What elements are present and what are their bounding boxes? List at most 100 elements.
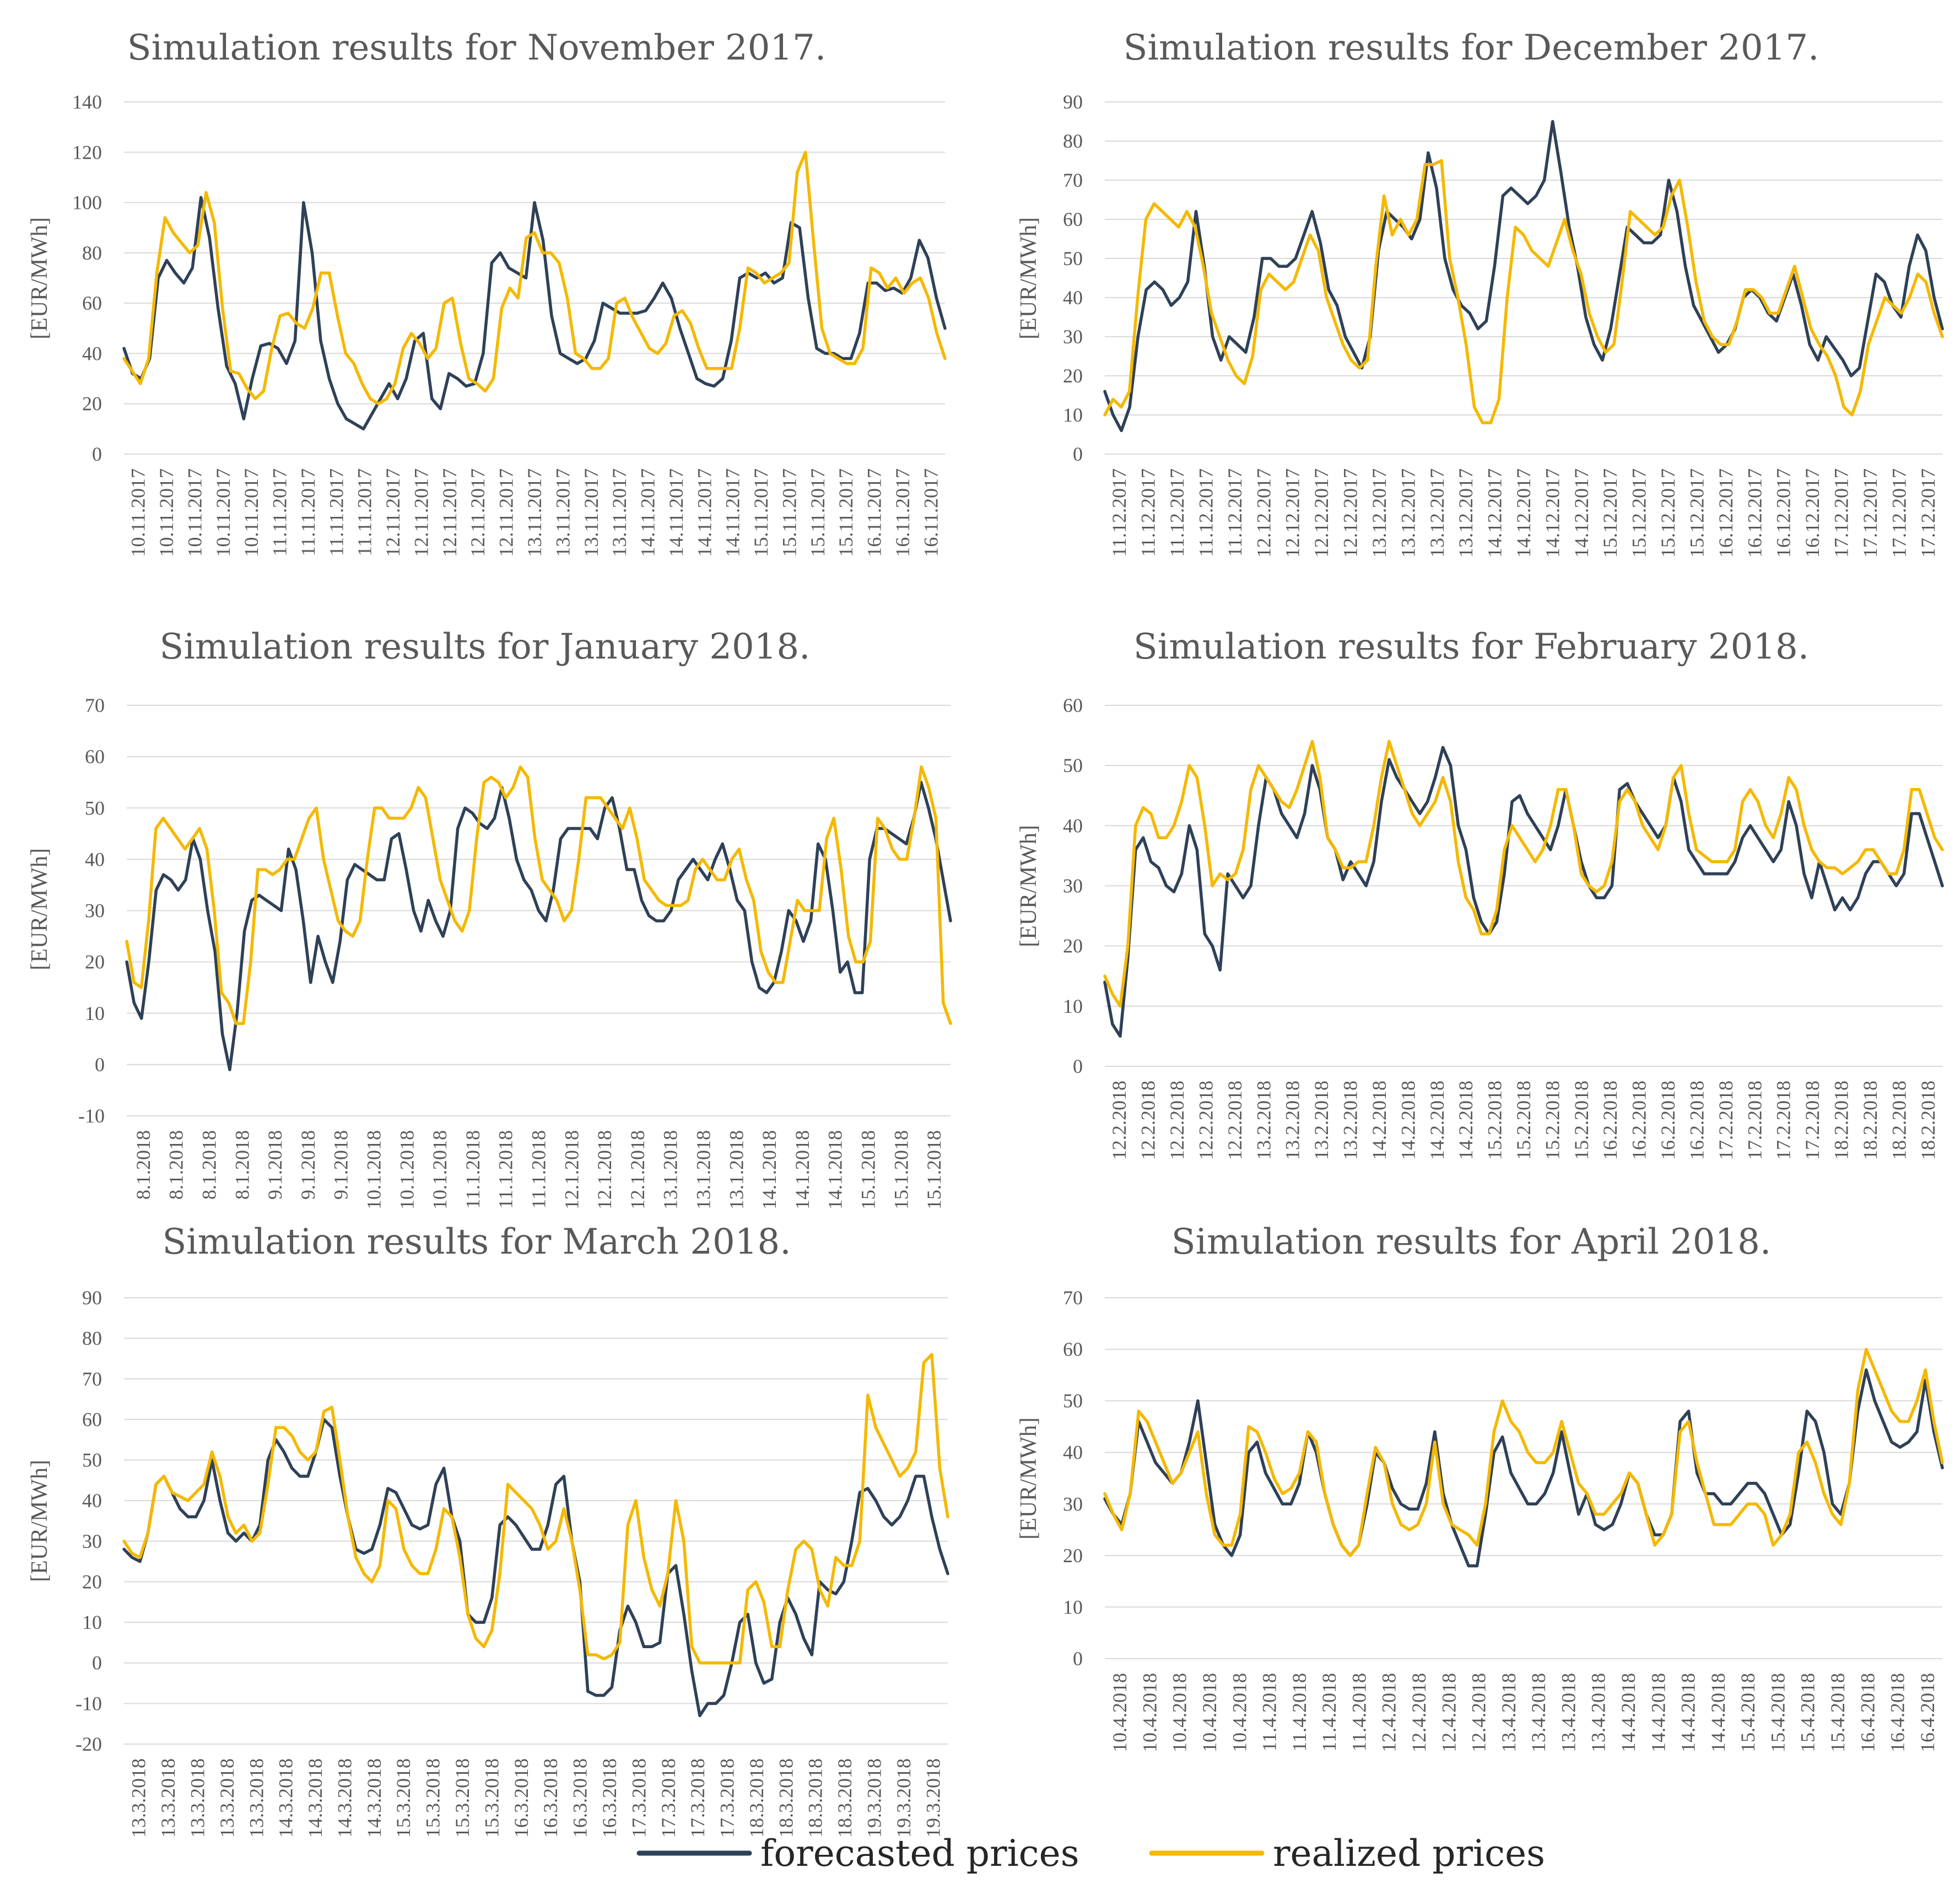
y-tick-label: 60 bbox=[85, 746, 105, 768]
x-tick-label: 13.12.2017 bbox=[1368, 468, 1390, 558]
x-tick-label: 16.4.2018 bbox=[1856, 1673, 1878, 1752]
x-tick-label: 8.1.2018 bbox=[231, 1130, 253, 1200]
x-tick-label: 18.2.2018 bbox=[1917, 1081, 1939, 1160]
y-tick-label: 20 bbox=[1063, 1545, 1083, 1567]
x-tick-label: 13.3.2018 bbox=[245, 1758, 267, 1838]
x-tick-label: 13.2.2018 bbox=[1340, 1081, 1362, 1160]
x-tick-label: 14.1.2018 bbox=[758, 1130, 780, 1210]
x-tick-label: 15.1.2018 bbox=[923, 1130, 945, 1210]
x-tick-label: 12.12.2017 bbox=[1252, 468, 1275, 558]
y-tick-label: 30 bbox=[1063, 326, 1083, 348]
x-tick-label: 14.3.2018 bbox=[304, 1758, 326, 1838]
x-tick-label: 11.11.2017 bbox=[325, 468, 347, 556]
x-tick-label: 12.2.2018 bbox=[1137, 1081, 1159, 1160]
chart-panel-2: Simulation results for December 2017. [EU… bbox=[1016, 28, 1944, 558]
series-realized-line bbox=[1103, 1347, 1944, 1557]
y-tick-label: 20 bbox=[85, 951, 105, 973]
x-tick-label: 14.2.2018 bbox=[1397, 1081, 1419, 1160]
x-tick-label: 15.2.2018 bbox=[1513, 1081, 1535, 1160]
x-tick-label: 11.11.2017 bbox=[269, 468, 291, 556]
x-tick-label: 12.12.2017 bbox=[1310, 468, 1332, 558]
x-tick-label: 15.11.2017 bbox=[807, 468, 829, 557]
x-tick-label: 9.1.2018 bbox=[297, 1130, 319, 1200]
y-axis-title: [EUR/MWh] bbox=[27, 848, 52, 970]
x-tick-label: 16.12.2017 bbox=[1773, 468, 1795, 558]
x-tick-label: 14.12.2017 bbox=[1513, 468, 1535, 558]
x-tick-label: 15.3.2018 bbox=[422, 1758, 444, 1838]
y-tick-label: 20 bbox=[1063, 365, 1083, 387]
x-tick-label: 16.4.2018 bbox=[1916, 1673, 1939, 1752]
x-tick-label: 12.11.2017 bbox=[467, 468, 489, 557]
chart-title: Simulation results for January 2018. bbox=[160, 627, 811, 667]
x-tick-label: 11.12.2017 bbox=[1108, 468, 1130, 557]
y-tick-label: 20 bbox=[1063, 935, 1083, 957]
y-tick-label: 30 bbox=[1063, 1493, 1083, 1515]
y-axis-title: [EUR/MWh] bbox=[1016, 1417, 1041, 1540]
x-tick-label: 19.3.2018 bbox=[893, 1758, 915, 1838]
x-tick-label: 15.2.2018 bbox=[1541, 1081, 1563, 1160]
series-forecasted-line bbox=[122, 1418, 949, 1718]
x-tick-label: 16.4.2018 bbox=[1887, 1673, 1909, 1752]
y-tick-label: 30 bbox=[82, 1530, 102, 1552]
x-tick-label: 12.4.2018 bbox=[1408, 1673, 1430, 1752]
x-tick-label: 8.1.2018 bbox=[198, 1130, 220, 1200]
x-tick-label: 17.2.2018 bbox=[1773, 1081, 1795, 1160]
x-tick-label: 18.2.2018 bbox=[1831, 1081, 1853, 1160]
y-tick-label: 10 bbox=[85, 1002, 105, 1024]
x-tick-label: 15.2.2018 bbox=[1484, 1081, 1506, 1160]
y-tick-label: 0 bbox=[95, 1054, 105, 1076]
x-tick-label: 17.3.2018 bbox=[657, 1758, 679, 1838]
x-tick-label: 14.12.2017 bbox=[1484, 468, 1506, 558]
x-tick-label: 12.12.2017 bbox=[1282, 468, 1304, 558]
x-tick-label: 12.1.2018 bbox=[593, 1130, 615, 1210]
x-tick-label: 11.11.2017 bbox=[354, 468, 376, 556]
x-tick-label: 14.12.2017 bbox=[1541, 468, 1563, 558]
x-tick-label: 11.4.2018 bbox=[1318, 1673, 1340, 1752]
x-tick-label: 16.11.2017 bbox=[920, 468, 942, 557]
x-tick-label: 17.12.2017 bbox=[1917, 468, 1939, 558]
x-tick-label: 10.11.2017 bbox=[155, 468, 177, 557]
x-tick-label: 10.11.2017 bbox=[240, 468, 262, 557]
x-tick-label: 10.4.2018 bbox=[1169, 1673, 1191, 1752]
y-tick-label: 80 bbox=[1063, 130, 1083, 152]
y-tick-label: 10 bbox=[1063, 1596, 1083, 1618]
series-forecasted-line bbox=[1103, 746, 1944, 1038]
y-tick-label: 70 bbox=[1063, 1287, 1083, 1309]
x-tick-label: 12.12.2017 bbox=[1340, 468, 1362, 558]
y-tick-label: 40 bbox=[1063, 1442, 1083, 1464]
y-tick-label: 100 bbox=[72, 192, 102, 214]
y-tick-label: 0 bbox=[1073, 1055, 1083, 1077]
x-tick-label: 14.1.2018 bbox=[824, 1130, 846, 1210]
x-tick-label: 10.11.2017 bbox=[127, 468, 149, 557]
chart-title: Simulation results for February 2018. bbox=[1133, 627, 1809, 667]
x-tick-label: 15.12.2017 bbox=[1599, 468, 1621, 558]
x-tick-label: 13.1.2018 bbox=[693, 1130, 715, 1210]
x-tick-label: 16.11.2017 bbox=[892, 468, 914, 557]
x-tick-label: 11.4.2018 bbox=[1348, 1673, 1370, 1752]
x-tick-label: 10.4.2018 bbox=[1228, 1673, 1250, 1752]
x-tick-label: 18.3.2018 bbox=[775, 1758, 797, 1838]
x-tick-label: 15.4.2018 bbox=[1827, 1673, 1849, 1752]
x-tick-label: 13.1.2018 bbox=[660, 1130, 682, 1210]
x-tick-label: 19.3.2018 bbox=[922, 1758, 944, 1838]
y-tick-label: 40 bbox=[1063, 287, 1083, 309]
series-forecasted-line bbox=[1103, 120, 1944, 433]
y-tick-label: 60 bbox=[1063, 694, 1083, 716]
chart-panel-3: Simulation results for January 2018. [EUR… bbox=[27, 627, 952, 1210]
x-tick-label: 13.2.2018 bbox=[1252, 1081, 1275, 1160]
y-tick-label: 80 bbox=[82, 242, 102, 264]
x-tick-label: 17.3.2018 bbox=[716, 1758, 738, 1838]
x-tick-label: 13.4.2018 bbox=[1527, 1673, 1549, 1752]
x-tick-label: 15.4.2018 bbox=[1737, 1673, 1759, 1752]
x-tick-label: 13.3.2018 bbox=[186, 1758, 208, 1838]
chart-panels: Simulation results for November 2017. [EU… bbox=[27, 28, 1944, 1838]
y-tick-label: -10 bbox=[78, 1105, 105, 1127]
y-tick-label: 40 bbox=[82, 1489, 102, 1512]
x-tick-label: 17.12.2017 bbox=[1831, 468, 1853, 558]
chart-title: Simulation results for March 2018. bbox=[162, 1222, 791, 1262]
x-tick-label: 8.1.2018 bbox=[165, 1130, 187, 1200]
y-tick-label: -10 bbox=[75, 1692, 102, 1714]
x-tick-label: 15.12.2017 bbox=[1628, 468, 1650, 558]
x-tick-label: 11.12.2017 bbox=[1224, 468, 1246, 557]
x-tick-label: 9.1.2018 bbox=[264, 1130, 286, 1200]
